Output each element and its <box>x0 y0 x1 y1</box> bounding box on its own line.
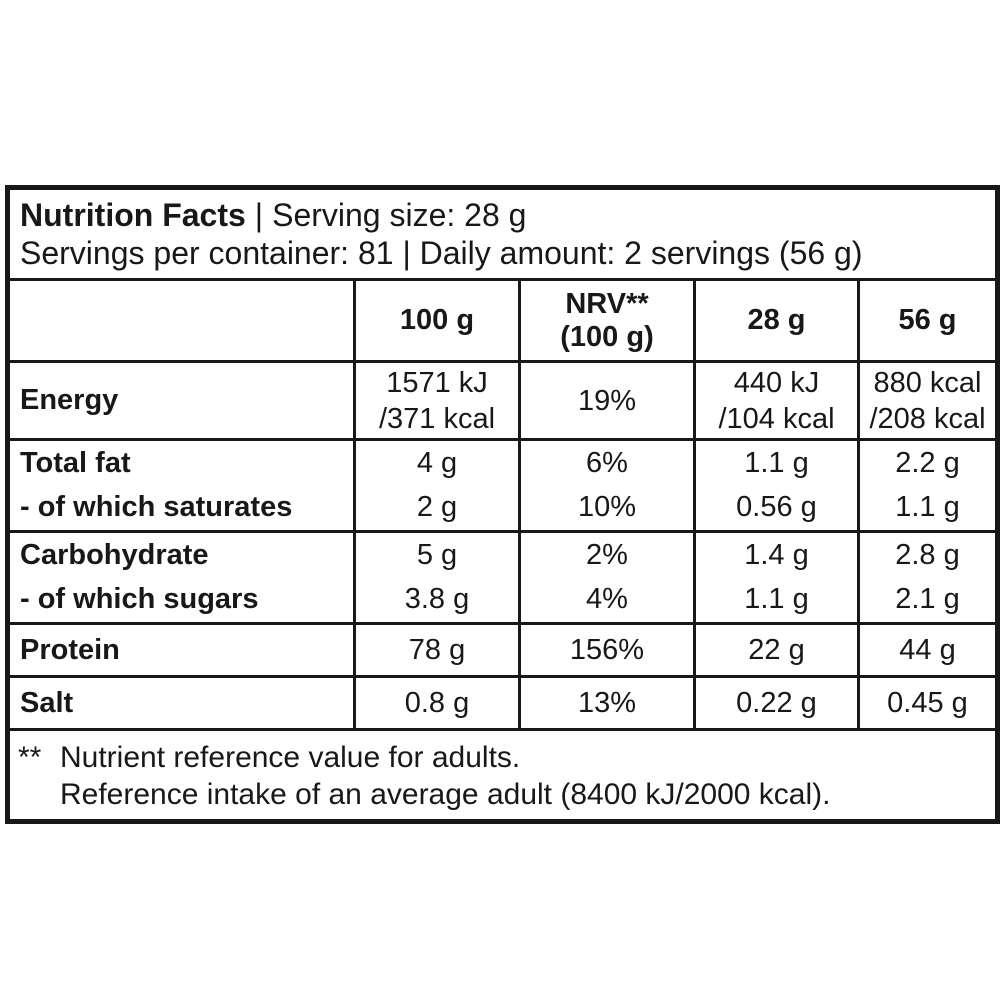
row-energy: Energy 1571 kJ /371 kcal 19% 440 kJ /104… <box>7 360 999 441</box>
row-sugars-100g: 3.8 g <box>353 577 521 625</box>
row-salt-100g: 0.8 g <box>353 675 521 731</box>
column-header-nrv: NRV** (100 g) <box>518 278 696 363</box>
label-title: Nutrition Facts <box>20 197 246 233</box>
row-saturates-56g: 1.1 g <box>857 485 999 533</box>
row-sugars: - of which sugars 3.8 g 4% 1.1 g 2.1 g <box>7 577 999 625</box>
row-protein-56g: 44 g <box>857 622 999 678</box>
row-carbohydrate-nrv: 2% <box>518 530 696 578</box>
row-saturates-label: - of which saturates <box>7 485 356 533</box>
column-header-row: 100 g NRV** (100 g) 28 g 56 g <box>7 278 999 363</box>
row-saturates-nrv: 10% <box>518 485 696 533</box>
header-line-1: Nutrition Facts | Serving size: 28 g <box>20 196 985 234</box>
row-salt: Salt 0.8 g 13% 0.22 g 0.45 g <box>7 675 999 731</box>
nutrition-label: Nutrition Facts | Serving size: 28 g Servi… <box>5 185 1000 824</box>
row-saturates-28g: 0.56 g <box>693 485 860 533</box>
row-salt-nrv: 13% <box>518 675 696 731</box>
row-sugars-label: - of which sugars <box>7 577 356 625</box>
column-header-28g: 28 g <box>693 278 860 363</box>
row-energy-100g: 1571 kJ /371 kcal <box>353 360 521 441</box>
column-header-100g: 100 g <box>353 278 521 363</box>
row-carbohydrate-56g: 2.8 g <box>857 530 999 578</box>
header-separator: | <box>254 197 264 233</box>
footnote-marker: ** <box>18 741 42 774</box>
row-energy-label: Energy <box>7 360 356 441</box>
row-carbohydrate-label: Carbohydrate <box>7 530 356 578</box>
footnote-line-2: Reference intake of an average adult (84… <box>60 778 831 811</box>
column-header-blank <box>7 278 356 363</box>
row-sugars-nrv: 4% <box>518 577 696 625</box>
column-header-56g: 56 g <box>857 278 999 363</box>
row-energy-nrv: 19% <box>518 360 696 441</box>
row-total-fat-nrv: 6% <box>518 438 696 486</box>
header-line-2: Servings per container: 81 | Daily amoun… <box>20 235 863 271</box>
row-total-fat-label: Total fat <box>7 438 356 486</box>
row-energy-56g: 880 kcal /208 kcal <box>857 360 999 441</box>
row-protein-nrv: 156% <box>518 622 696 678</box>
row-total-fat-100g: 4 g <box>353 438 521 486</box>
row-protein-28g: 22 g <box>693 622 860 678</box>
footnote: ** Nutrient reference value for adults. … <box>7 728 998 822</box>
row-protein: Protein 78 g 156% 22 g 44 g <box>7 622 999 678</box>
label-header: Nutrition Facts | Serving size: 28 g Servi… <box>7 187 998 281</box>
label-header-cell: Nutrition Facts | Serving size: 28 g Servi… <box>7 187 998 281</box>
serving-size-text: Serving size: 28 g <box>272 197 527 233</box>
row-protein-label: Protein <box>7 622 356 678</box>
row-saturates-100g: 2 g <box>353 485 521 533</box>
row-energy-28g: 440 kJ /104 kcal <box>693 360 860 441</box>
row-salt-28g: 0.22 g <box>693 675 860 731</box>
row-total-fat-56g: 2.2 g <box>857 438 999 486</box>
row-protein-100g: 78 g <box>353 622 521 678</box>
row-salt-label: Salt <box>7 675 356 731</box>
row-carbohydrate-28g: 1.4 g <box>693 530 860 578</box>
footnote-line-1: Nutrient reference value for adults. <box>60 741 521 774</box>
row-sugars-56g: 2.1 g <box>857 577 999 625</box>
row-carbohydrate-100g: 5 g <box>353 530 521 578</box>
footnote-cell: ** Nutrient reference value for adults. … <box>7 728 998 822</box>
row-total-fat-28g: 1.1 g <box>693 438 860 486</box>
row-saturates: - of which saturates 2 g 10% 0.56 g 1.1 … <box>7 485 999 533</box>
row-salt-56g: 0.45 g <box>857 675 999 731</box>
row-total-fat: Total fat 4 g 6% 1.1 g 2.2 g <box>7 438 999 486</box>
row-carbohydrate: Carbohydrate 5 g 2% 1.4 g 2.8 g <box>7 530 999 578</box>
row-sugars-28g: 1.1 g <box>693 577 860 625</box>
nutrition-table: Nutrition Facts | Serving size: 28 g Servi… <box>5 185 1000 824</box>
